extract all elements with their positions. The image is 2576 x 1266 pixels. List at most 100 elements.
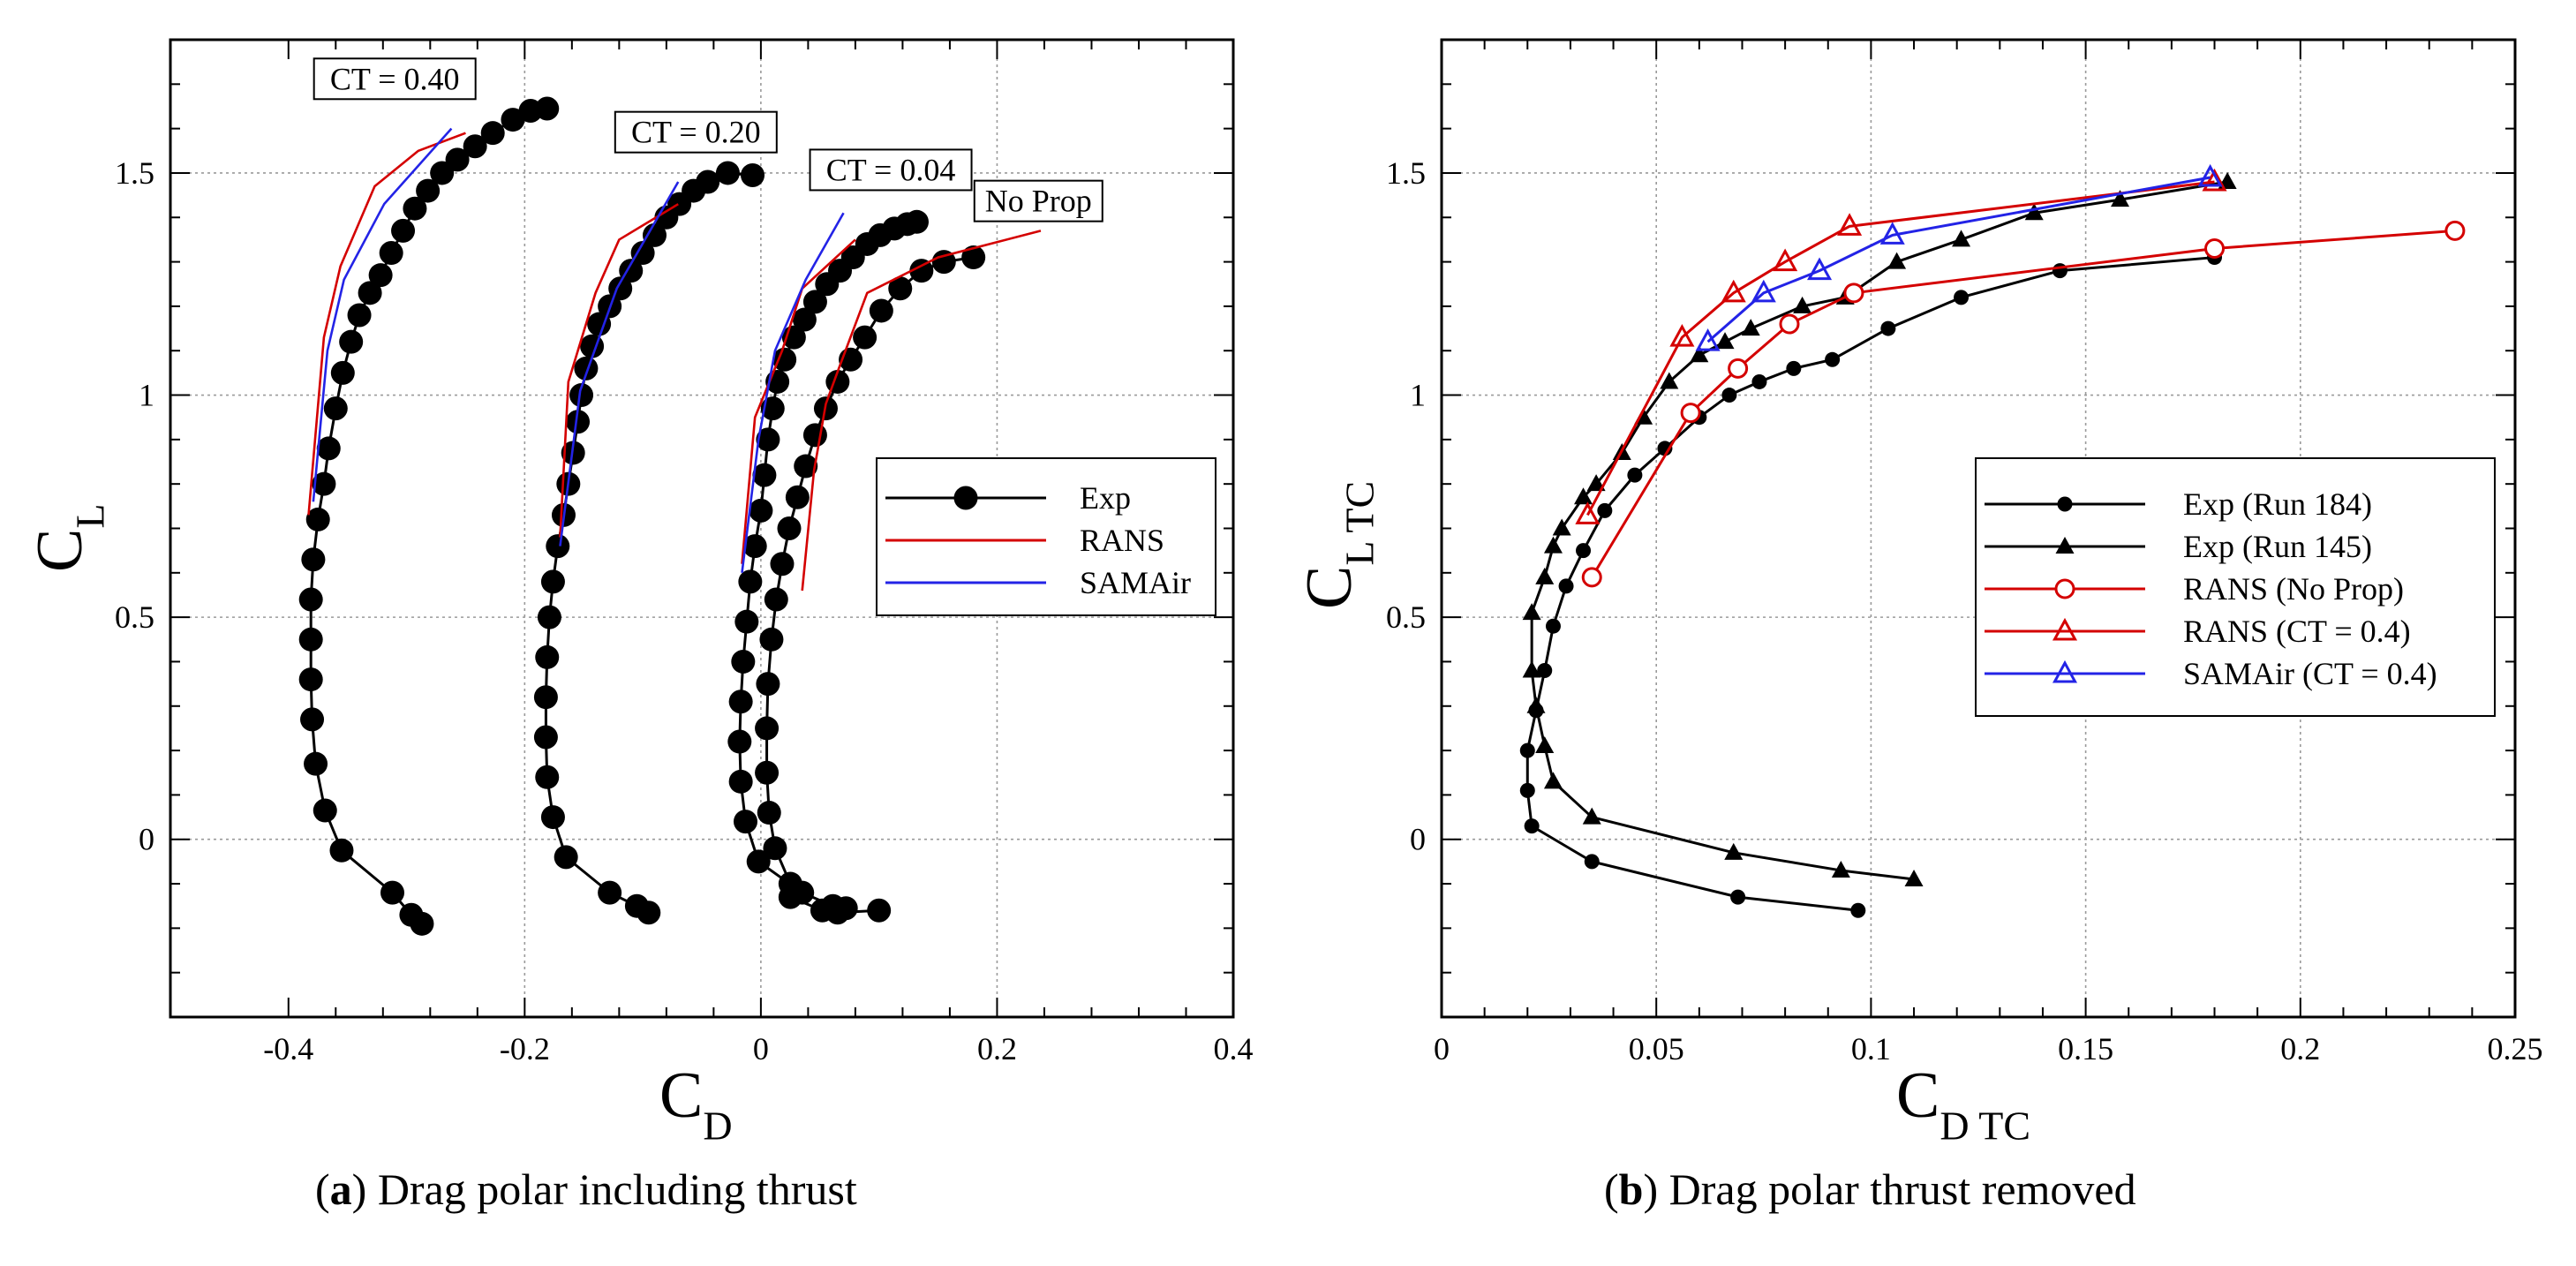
x-axis-label-a-sub: D	[703, 1103, 732, 1148]
annotation-label: CT = 0.20	[631, 115, 761, 150]
data-point	[1535, 736, 1555, 754]
data-point	[1519, 782, 1535, 798]
data-point	[1741, 319, 1760, 336]
annotation: No Prop	[973, 179, 1103, 222]
data-point	[738, 569, 763, 594]
data-point	[764, 587, 788, 612]
data-point	[772, 347, 797, 372]
legend-marker	[2052, 617, 2078, 641]
data-point	[770, 552, 795, 576]
data-point	[728, 690, 753, 714]
data-point	[1825, 351, 1841, 367]
legend-label: RANS (CT = 0.4)	[2183, 614, 2411, 649]
data-point	[1728, 358, 1749, 379]
legend-a: Exp RANS SAMAir	[876, 457, 1216, 616]
data-point	[1721, 279, 1746, 303]
data-point	[1584, 854, 1600, 870]
plot-frame-a	[169, 38, 1235, 1019]
data-point	[728, 769, 753, 794]
y-axis-label-a-sub: L	[67, 504, 112, 529]
data-point	[715, 161, 740, 185]
data-point	[358, 281, 382, 305]
data-point	[2204, 237, 2226, 259]
series-line	[741, 212, 845, 573]
data-point	[1837, 213, 1863, 236]
data-point	[778, 871, 802, 896]
y-tick-label: 0.5	[115, 599, 154, 635]
data-point	[794, 454, 818, 479]
data-point	[329, 838, 354, 863]
series-rans	[307, 132, 466, 516]
y-tick-label: 0.5	[1386, 599, 1426, 635]
data-point	[867, 898, 892, 923]
data-point	[1582, 807, 1601, 825]
caption-b-text: Drag polar thrust removed	[1668, 1164, 2136, 1214]
data-point	[2111, 190, 2130, 207]
data-point	[305, 507, 330, 531]
data-point	[1537, 663, 1553, 679]
data-point	[339, 329, 364, 354]
data-point	[642, 222, 667, 247]
data-point	[1552, 518, 1571, 536]
x-tick-label: -0.4	[263, 1031, 313, 1066]
x-tick-label: 0.15	[2058, 1031, 2113, 1066]
x-tick-label: 0	[753, 1031, 769, 1066]
data-point	[727, 729, 752, 754]
data-point	[802, 290, 827, 314]
data-point	[1597, 502, 1613, 518]
data-point	[1887, 252, 1907, 269]
data-point	[1724, 842, 1744, 860]
annotation: CT = 0.04	[809, 148, 973, 192]
series-exp	[298, 96, 560, 936]
data-point	[416, 178, 441, 203]
data-point	[756, 672, 780, 697]
data-point	[630, 241, 655, 266]
x-tick-label: 0.1	[1851, 1031, 1891, 1066]
data-point	[380, 880, 405, 905]
data-point	[1695, 328, 1721, 351]
data-point	[554, 845, 578, 870]
data-point	[785, 485, 810, 509]
series-line	[741, 238, 856, 564]
series-line	[1586, 180, 2215, 516]
annotation-label: No Prop	[985, 184, 1092, 219]
data-point	[1807, 257, 1833, 281]
annotation-label: CT = 0.40	[330, 61, 460, 96]
legend-marker	[2055, 537, 2075, 554]
plot-frame-b	[1440, 38, 2517, 1019]
y-axis-label-a-main: C	[24, 529, 96, 572]
data-point	[1850, 902, 1866, 918]
x-axis-label-b: CD TC	[1896, 1059, 2030, 1148]
data-point	[399, 902, 424, 927]
data-point	[1786, 360, 1802, 376]
data-point	[1793, 296, 1812, 313]
data-point	[746, 849, 771, 874]
caption-a-text: Drag polar including thrust	[377, 1164, 857, 1214]
data-point	[480, 121, 505, 146]
data-point	[909, 259, 934, 283]
data-point	[1522, 660, 1541, 678]
data-point	[759, 627, 784, 652]
legend-label: Exp	[1080, 480, 1131, 516]
legend-marker	[953, 486, 978, 510]
data-point	[1751, 279, 1776, 303]
data-point	[313, 798, 337, 823]
data-point	[742, 534, 767, 559]
data-point	[1543, 772, 1563, 789]
data-point	[316, 436, 341, 461]
legend-b: Exp (Run 184) Exp (Run 145) RANS (No Prop)…	[1975, 457, 2496, 717]
data-point	[1535, 567, 1555, 584]
data-point	[1627, 467, 1643, 483]
x-axis-label-a: CD	[659, 1059, 733, 1148]
data-point	[298, 627, 323, 652]
data-point	[2197, 163, 2223, 187]
series-rans	[801, 230, 1042, 592]
data-point	[1669, 324, 1695, 347]
data-point	[2202, 168, 2227, 192]
x-tick-label: 0.05	[1629, 1031, 1684, 1066]
data-point	[757, 801, 781, 825]
data-point	[802, 423, 827, 448]
annotation: CT = 0.20	[614, 110, 778, 154]
data-point	[1543, 536, 1563, 554]
